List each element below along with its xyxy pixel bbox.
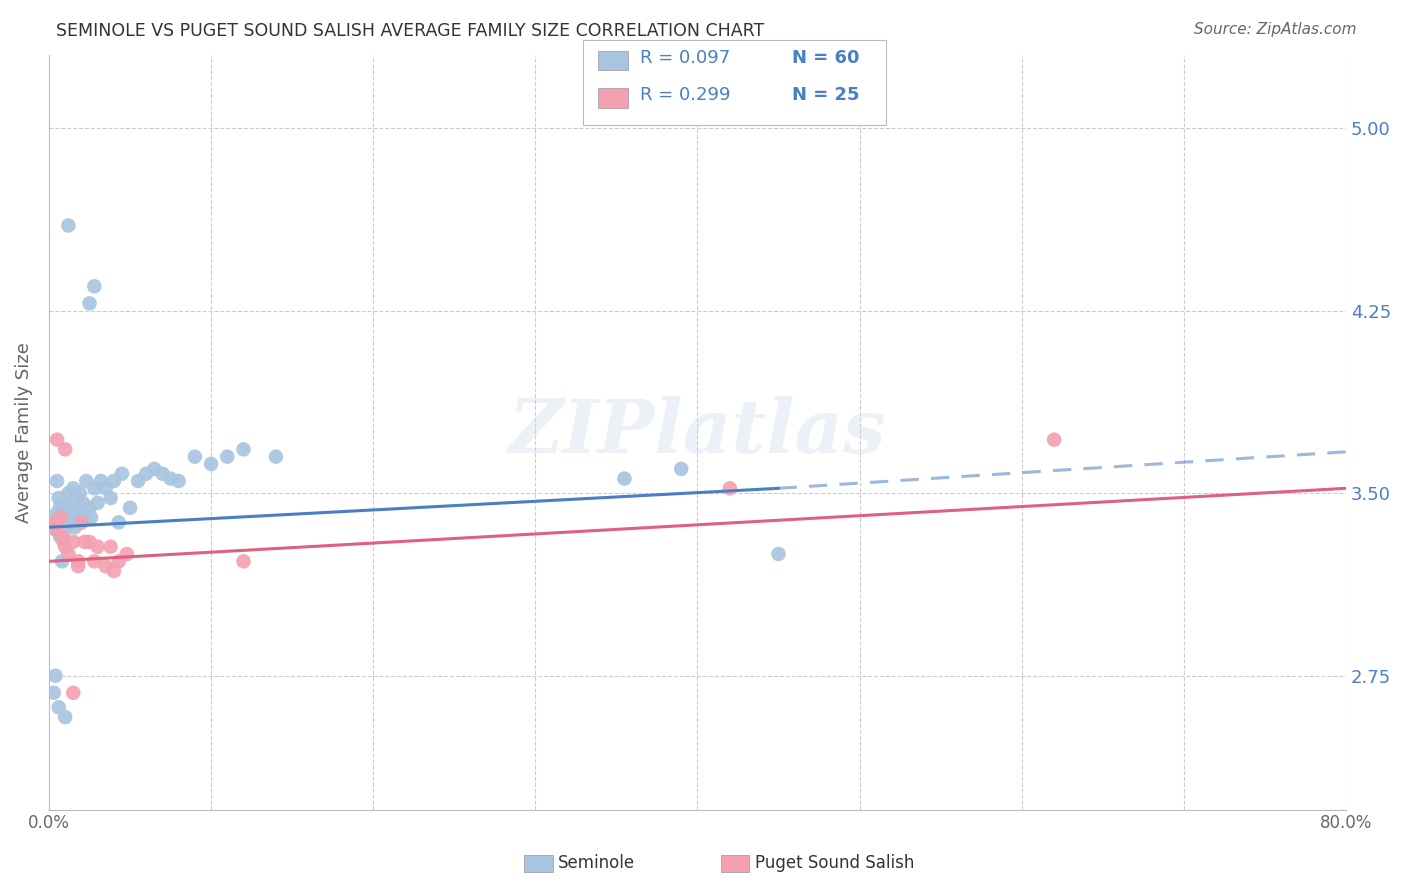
Point: [42, 516, 65, 530]
Point: [62, 686, 84, 700]
Text: R = 0.299: R = 0.299: [640, 87, 730, 104]
Point: [768, 547, 790, 561]
Point: [100, 491, 122, 505]
Text: SEMINOLE VS PUGET SOUND SALISH AVERAGE FAMILY SIZE CORRELATION CHART: SEMINOLE VS PUGET SOUND SALISH AVERAGE F…: [56, 22, 765, 40]
Point: [107, 516, 129, 530]
Point: [53, 442, 76, 457]
Point: [83, 481, 105, 495]
Point: [118, 500, 141, 515]
Point: [83, 279, 105, 293]
Point: [613, 472, 636, 486]
Point: [65, 491, 87, 505]
Point: [42, 516, 65, 530]
Point: [56, 510, 79, 524]
Point: [159, 472, 181, 486]
Point: [80, 510, 103, 524]
Point: [67, 559, 90, 574]
Point: [53, 540, 76, 554]
Point: [46, 523, 69, 537]
Point: [49, 510, 72, 524]
Text: N = 60: N = 60: [792, 49, 859, 67]
Point: [58, 219, 80, 233]
Point: [51, 530, 73, 544]
Point: [70, 516, 93, 530]
Point: [111, 467, 134, 481]
Point: [718, 481, 741, 495]
Text: Seminole: Seminole: [558, 855, 636, 872]
Point: [143, 462, 166, 476]
Point: [86, 496, 108, 510]
Point: [264, 450, 287, 464]
Text: N = 25: N = 25: [792, 87, 859, 104]
Point: [103, 564, 125, 578]
Point: [75, 474, 97, 488]
Point: [90, 474, 112, 488]
Point: [51, 516, 73, 530]
Point: [48, 510, 70, 524]
Point: [51, 554, 73, 568]
Point: [58, 486, 80, 500]
Point: [46, 474, 69, 488]
Point: [53, 710, 76, 724]
Point: [62, 481, 84, 495]
Point: [73, 510, 96, 524]
Point: [63, 520, 86, 534]
Text: ZIPlatlas: ZIPlatlas: [509, 396, 886, 468]
Point: [53, 523, 76, 537]
Point: [200, 457, 222, 471]
Point: [115, 547, 138, 561]
Point: [79, 534, 101, 549]
Text: Puget Sound Salish: Puget Sound Salish: [755, 855, 914, 872]
Point: [49, 499, 72, 513]
Point: [70, 516, 93, 530]
Point: [73, 534, 96, 549]
Point: [94, 559, 117, 574]
Point: [184, 450, 207, 464]
Point: [62, 506, 84, 520]
Point: [58, 547, 80, 561]
Point: [86, 540, 108, 554]
Point: [127, 474, 149, 488]
Point: [167, 474, 190, 488]
Point: [44, 523, 66, 537]
Y-axis label: Average Family Size: Average Family Size: [15, 342, 32, 523]
Point: [42, 686, 65, 700]
Point: [217, 450, 239, 464]
Point: [79, 296, 101, 310]
Point: [48, 491, 70, 505]
Point: [1043, 433, 1066, 447]
Point: [83, 554, 105, 568]
Point: [48, 700, 70, 714]
Point: [107, 554, 129, 568]
Point: [94, 481, 117, 495]
Point: [62, 534, 84, 549]
Point: [67, 506, 90, 520]
Point: [46, 433, 69, 447]
Point: [67, 554, 90, 568]
Point: [52, 534, 75, 549]
Text: R = 0.097: R = 0.097: [640, 49, 730, 67]
Point: [46, 506, 69, 520]
Point: [100, 540, 122, 554]
Point: [69, 486, 91, 500]
Point: [53, 499, 76, 513]
Point: [135, 467, 157, 481]
Point: [152, 467, 174, 481]
Point: [60, 510, 83, 524]
Point: [232, 442, 254, 457]
Point: [59, 500, 82, 515]
Point: [103, 474, 125, 488]
Point: [49, 530, 72, 544]
Point: [79, 500, 101, 515]
Point: [72, 496, 94, 510]
Point: [44, 669, 66, 683]
Point: [232, 554, 254, 568]
Point: [671, 462, 693, 476]
Point: [58, 516, 80, 530]
Text: Source: ZipAtlas.com: Source: ZipAtlas.com: [1194, 22, 1357, 37]
